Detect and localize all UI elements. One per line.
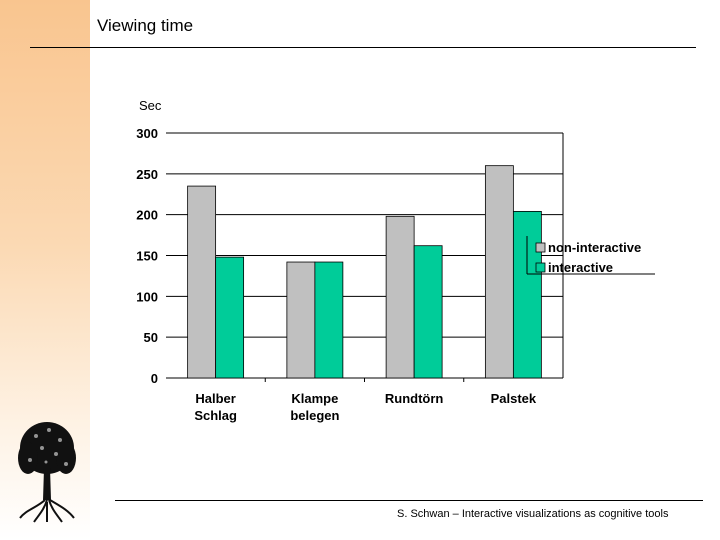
legend-label: non-interactive — [548, 240, 641, 255]
footer-divider — [115, 500, 703, 501]
bar-interactive — [413, 245, 443, 379]
bar-non-interactive — [385, 215, 415, 379]
title-divider — [30, 47, 696, 48]
legend-swatch — [535, 262, 546, 273]
bar-interactive — [215, 256, 245, 379]
y-tick-label: 250 — [136, 167, 158, 182]
x-category-label: Halber — [195, 391, 235, 406]
slide-title: Viewing time — [97, 16, 194, 35]
bar-interactive — [512, 210, 542, 379]
x-category-label: Rundtörn — [385, 391, 444, 406]
tree-icon — [18, 422, 76, 523]
bar-interactive — [314, 261, 344, 379]
legend-swatch — [535, 242, 546, 253]
y-tick-label: 100 — [136, 289, 158, 304]
y-tick-label: 300 — [136, 126, 158, 141]
legend-label: interactive — [548, 260, 613, 275]
bar-non-interactive — [187, 185, 217, 379]
bar-non-interactive — [286, 261, 316, 379]
y-tick-label: 50 — [144, 330, 158, 345]
y-tick-label: 150 — [136, 249, 158, 264]
x-category-label: belegen — [290, 408, 339, 423]
x-category-label: Klampe — [291, 391, 338, 406]
y-tick-label: 0 — [151, 371, 158, 386]
x-category-label: Schlag — [194, 408, 237, 423]
footer-credit: S. Schwan – Interactive visualizations a… — [397, 508, 669, 520]
y-tick-label: 200 — [136, 208, 158, 223]
bar-non-interactive — [484, 165, 514, 379]
y-unit-label: Sec — [139, 98, 162, 113]
x-category-label: Palstek — [491, 391, 537, 406]
